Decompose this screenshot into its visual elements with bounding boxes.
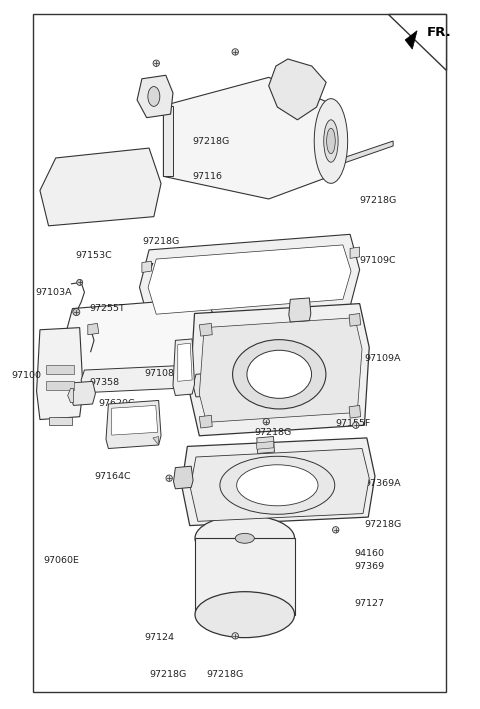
Polygon shape	[140, 234, 360, 323]
Circle shape	[73, 308, 80, 316]
Circle shape	[353, 422, 359, 428]
Polygon shape	[112, 406, 157, 435]
Polygon shape	[314, 99, 348, 184]
Text: 97153C: 97153C	[75, 251, 112, 260]
Polygon shape	[40, 148, 161, 226]
Circle shape	[263, 418, 269, 425]
Polygon shape	[350, 247, 360, 258]
Circle shape	[166, 475, 172, 481]
Polygon shape	[199, 415, 212, 428]
Polygon shape	[269, 59, 326, 120]
Text: 97358: 97358	[89, 379, 120, 387]
Ellipse shape	[235, 533, 254, 543]
Polygon shape	[106, 401, 161, 449]
Ellipse shape	[326, 128, 335, 154]
Polygon shape	[71, 381, 96, 406]
Polygon shape	[326, 141, 393, 169]
Text: 97255T: 97255T	[89, 304, 125, 313]
Bar	[46, 365, 74, 374]
Polygon shape	[153, 437, 158, 445]
Text: 97108E: 97108E	[144, 369, 180, 378]
Polygon shape	[349, 406, 360, 418]
Polygon shape	[137, 75, 173, 118]
Text: 97060E: 97060E	[44, 557, 80, 566]
Text: 97369A: 97369A	[364, 479, 401, 488]
Circle shape	[77, 279, 83, 286]
Text: 97124: 97124	[144, 632, 174, 642]
Polygon shape	[178, 343, 192, 381]
Polygon shape	[181, 438, 375, 525]
Ellipse shape	[195, 515, 295, 562]
Polygon shape	[193, 373, 218, 397]
Polygon shape	[163, 106, 173, 177]
Text: 97100: 97100	[11, 372, 41, 380]
Text: 94160: 94160	[355, 549, 385, 559]
Ellipse shape	[247, 350, 312, 398]
Text: 97620C: 97620C	[99, 399, 135, 408]
Polygon shape	[349, 313, 360, 326]
Polygon shape	[257, 442, 274, 450]
Polygon shape	[405, 30, 417, 49]
Polygon shape	[36, 328, 83, 420]
Text: 97103A: 97103A	[35, 289, 72, 298]
Text: 97218G: 97218G	[360, 196, 397, 205]
Text: 97218G: 97218G	[192, 137, 229, 145]
Polygon shape	[173, 339, 194, 396]
Text: 97218G: 97218G	[149, 669, 186, 679]
Polygon shape	[163, 77, 336, 199]
Text: 97127: 97127	[355, 599, 385, 608]
Polygon shape	[88, 323, 99, 335]
Ellipse shape	[148, 86, 160, 106]
Polygon shape	[173, 467, 193, 489]
Polygon shape	[257, 437, 275, 454]
Polygon shape	[199, 323, 212, 336]
Circle shape	[153, 60, 159, 67]
Text: FR.: FR.	[427, 26, 451, 39]
Text: 97218G: 97218G	[206, 669, 244, 679]
Text: 97369: 97369	[355, 562, 385, 571]
Ellipse shape	[195, 592, 295, 637]
Polygon shape	[199, 318, 362, 423]
Polygon shape	[48, 417, 72, 425]
Ellipse shape	[220, 457, 335, 514]
Polygon shape	[289, 298, 311, 322]
Polygon shape	[388, 13, 446, 70]
Text: 97218G: 97218G	[142, 237, 179, 246]
Polygon shape	[142, 261, 152, 272]
Circle shape	[232, 49, 239, 55]
Text: 97155F: 97155F	[336, 418, 371, 428]
Text: 97218G: 97218G	[254, 428, 292, 437]
Polygon shape	[190, 303, 369, 436]
Polygon shape	[195, 538, 295, 615]
Polygon shape	[81, 366, 179, 393]
Circle shape	[333, 527, 339, 533]
Text: 97109C: 97109C	[360, 256, 396, 265]
Text: 97116: 97116	[192, 172, 222, 181]
Text: 97164C: 97164C	[94, 471, 131, 481]
Ellipse shape	[237, 465, 318, 506]
Ellipse shape	[324, 120, 338, 162]
Text: 97109A: 97109A	[364, 354, 401, 362]
Text: 97176E: 97176E	[142, 263, 178, 272]
Polygon shape	[326, 106, 336, 177]
Bar	[46, 381, 74, 390]
Polygon shape	[68, 389, 73, 403]
Ellipse shape	[233, 340, 326, 409]
Circle shape	[232, 632, 239, 639]
Text: 97218G: 97218G	[364, 520, 402, 529]
Polygon shape	[148, 245, 351, 314]
Polygon shape	[33, 13, 446, 693]
Polygon shape	[190, 449, 369, 521]
Polygon shape	[63, 298, 221, 379]
